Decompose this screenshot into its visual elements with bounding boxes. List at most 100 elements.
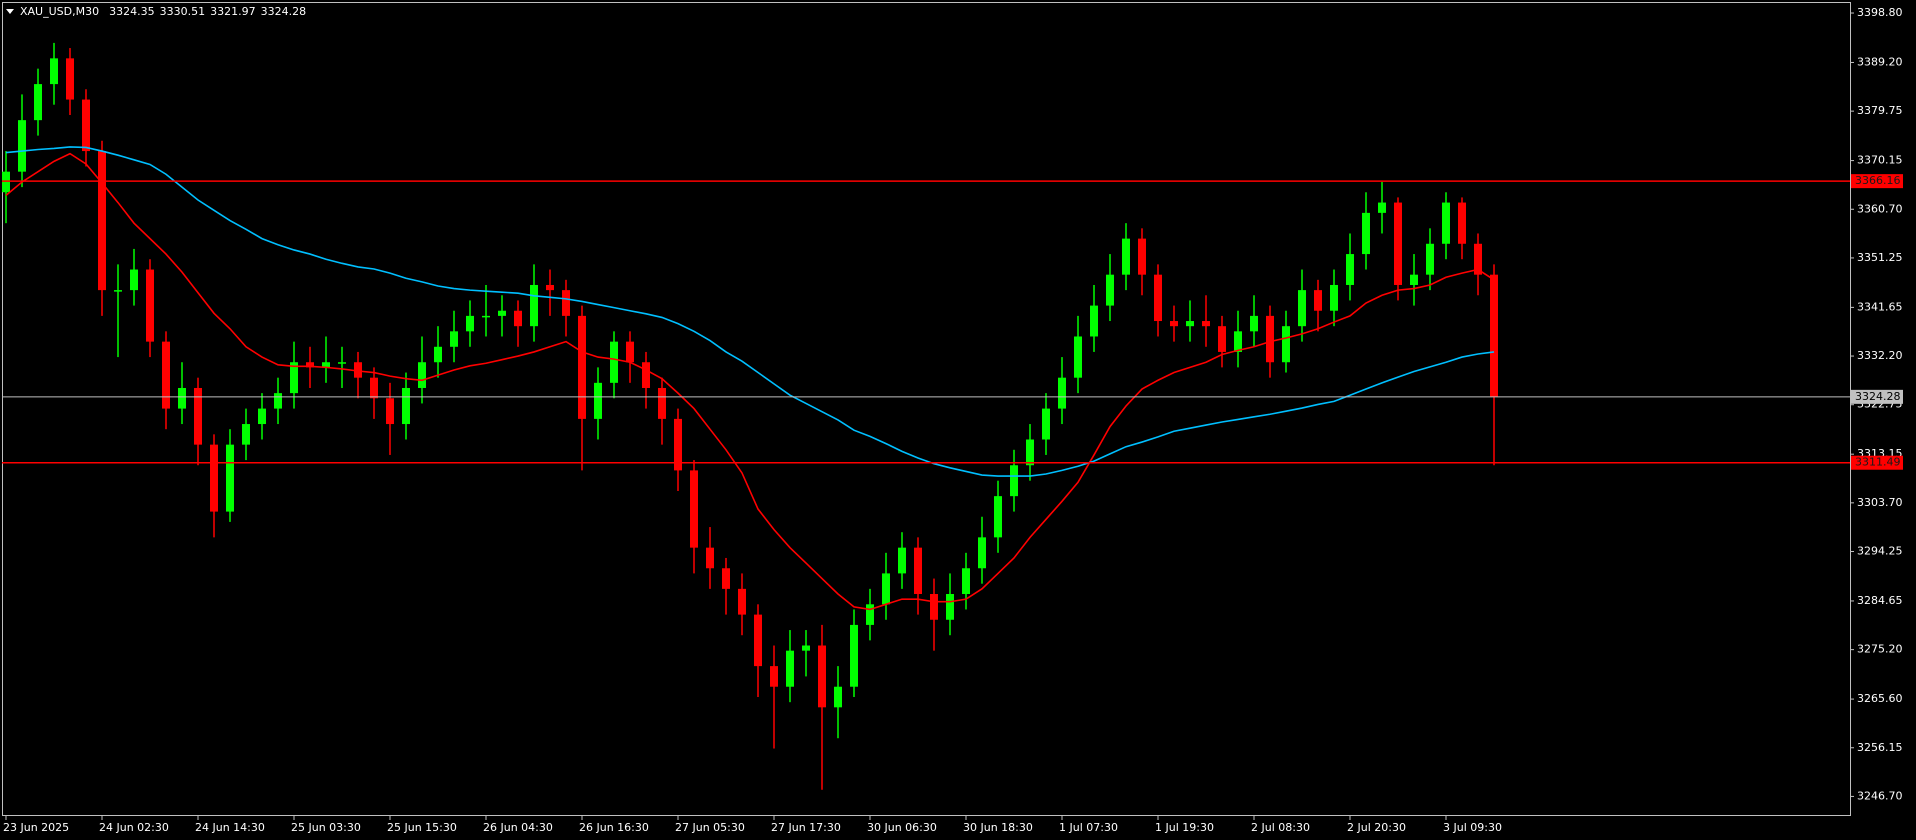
level-label: 3311.49 — [1855, 456, 1901, 469]
candle-body — [1458, 202, 1466, 244]
candle-body — [546, 284, 554, 291]
x-tick-label: 3 Jul 09:30 — [1443, 821, 1502, 834]
candle-body — [818, 645, 826, 708]
candle-body — [1154, 274, 1162, 322]
x-tick-label: 25 Jun 15:30 — [387, 821, 457, 834]
candle-body — [626, 341, 634, 363]
x-tick-label: 1 Jul 07:30 — [1059, 821, 1118, 834]
level-label-box — [1851, 455, 1903, 470]
x-tick-label: 27 Jun 17:30 — [771, 821, 841, 834]
candle-body — [434, 346, 442, 363]
level-label-box — [1851, 174, 1903, 189]
candle-body — [1026, 439, 1034, 466]
candle-body — [1346, 254, 1354, 285]
candle-body — [258, 408, 266, 425]
candle-body — [82, 99, 90, 152]
candle-body — [194, 387, 202, 445]
x-tick-label: 24 Jun 02:30 — [99, 821, 169, 834]
candle-body — [594, 382, 602, 419]
candle-body — [738, 588, 746, 615]
x-tick-label: 27 Jun 05:30 — [675, 821, 745, 834]
candle-body — [1106, 274, 1114, 306]
candle-body — [242, 424, 250, 445]
candle-body — [1330, 284, 1338, 311]
header-value: 3324.28 — [261, 5, 307, 18]
candle-body — [306, 362, 314, 368]
candle-body — [1362, 212, 1370, 255]
y-tick-label: 3284.65 — [1857, 594, 1903, 607]
candle-body — [1138, 238, 1146, 275]
level-label: 3324.28 — [1855, 390, 1901, 403]
candle-body — [1410, 274, 1418, 285]
candle-body — [770, 666, 778, 687]
candle-body — [1234, 331, 1242, 352]
candle-body — [1170, 321, 1178, 327]
y-tick-label: 3294.25 — [1857, 545, 1903, 558]
candle-body — [1298, 290, 1306, 327]
candle-body — [18, 120, 26, 172]
candle-body — [1282, 326, 1290, 363]
candle-body — [978, 537, 986, 569]
moving-average — [5, 152, 1495, 611]
y-tick-label: 3275.20 — [1857, 643, 1903, 656]
candle-body — [50, 58, 58, 85]
candle-body — [930, 594, 938, 620]
y-tick-label: 3341.65 — [1857, 300, 1903, 313]
x-tick-label: 1 Jul 19:30 — [1155, 821, 1214, 834]
x-tick-label: 2 Jul 20:30 — [1347, 821, 1406, 834]
moving-average — [5, 146, 1495, 477]
candle-body — [1122, 238, 1130, 275]
candle-body — [322, 362, 330, 368]
candle-body — [226, 444, 234, 512]
y-tick-label: 3303.70 — [1857, 496, 1903, 509]
y-tick-label: 3351.25 — [1857, 251, 1903, 264]
menu-arrow[interactable] — [6, 9, 14, 14]
x-tick-label: 30 Jun 18:30 — [963, 821, 1033, 834]
x-tick-label: 25 Jun 03:30 — [291, 821, 361, 834]
header-value: 3324.35 — [109, 5, 155, 18]
candle-body — [866, 604, 874, 625]
candle-body — [1186, 321, 1194, 327]
candle-body — [418, 362, 426, 388]
y-tick-label: 3360.70 — [1857, 202, 1903, 215]
candle-body — [1074, 336, 1082, 378]
candle-body — [66, 58, 74, 100]
candle-body — [338, 362, 346, 364]
candle-body — [1378, 202, 1386, 213]
candle-body — [402, 387, 410, 425]
candle-body — [1042, 408, 1050, 440]
y-tick-label: 3398.80 — [1857, 6, 1903, 19]
candle-body — [1058, 377, 1066, 409]
chart-title: XAU_USD,M30 — [20, 5, 99, 18]
candle-body — [754, 614, 762, 667]
y-tick-label: 3265.60 — [1857, 692, 1903, 705]
candle-body — [850, 624, 858, 687]
candle-body — [1250, 315, 1258, 332]
y-tick-label: 3256.15 — [1857, 741, 1903, 754]
candle-body — [914, 547, 922, 595]
candle-body — [498, 310, 506, 316]
y-tick-label: 3332.20 — [1857, 349, 1903, 362]
candle-body — [290, 362, 298, 394]
y-tick-label: 3246.70 — [1857, 789, 1903, 802]
candle-body — [1218, 326, 1226, 352]
candle-body — [1426, 243, 1434, 275]
candle-body — [642, 362, 650, 388]
candle-body — [354, 362, 362, 378]
candle-body — [530, 284, 538, 327]
candle-body — [946, 594, 954, 620]
candle-body — [450, 331, 458, 347]
candle-body — [130, 269, 138, 291]
candle-body — [146, 269, 154, 342]
candle-body — [802, 645, 810, 651]
candle-body — [210, 444, 218, 512]
candle-body — [562, 290, 570, 316]
x-tick-label: 23 Jun 2025 — [3, 821, 69, 834]
candle-body — [114, 290, 122, 292]
level-label-box — [1851, 389, 1903, 404]
candle-body — [466, 315, 474, 332]
candle-body — [1314, 290, 1322, 311]
